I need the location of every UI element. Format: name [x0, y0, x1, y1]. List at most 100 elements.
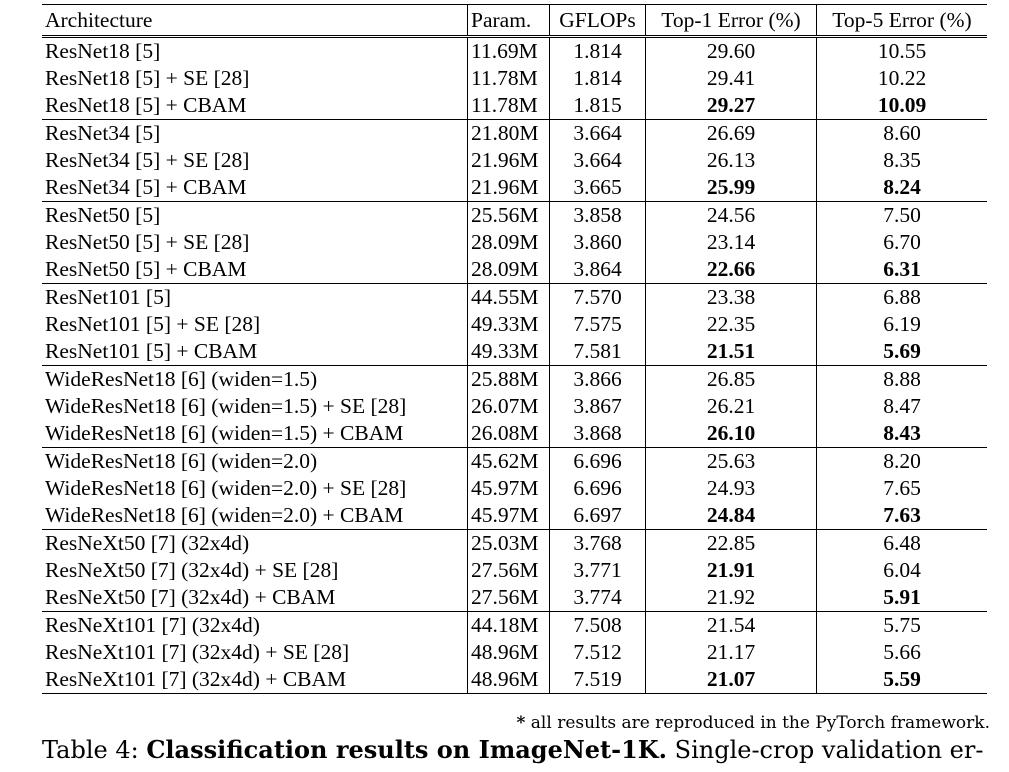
- cell-architecture: ResNet101 [5] + CBAM: [42, 338, 468, 366]
- table-row: ResNet18 [5] + CBAM 11.78M 1.815 29.27 10.09: [42, 92, 987, 120]
- cell-top5-error: 8.35: [883, 148, 921, 172]
- cell-param: 25.03M: [467, 529, 550, 557]
- cell-param: 49.33M: [467, 338, 550, 366]
- cell-param: 45.97M: [467, 475, 550, 502]
- cell-param: 21.96M: [467, 147, 550, 174]
- cell-param: 45.62M: [467, 447, 550, 475]
- cell-top5-error: 10.09: [816, 92, 987, 120]
- footnote: * all results are reproduced in the PyTo…: [380, 713, 990, 733]
- cell-architecture: ResNet101 [5] + SE [28]: [42, 311, 468, 338]
- cell-architecture: ResNet101 [5]: [42, 283, 468, 311]
- cell-gflops: 3.774: [549, 584, 646, 612]
- cell-gflops: 3.665: [549, 174, 646, 202]
- cell-top5-error: 8.88: [883, 367, 921, 391]
- table-row: WideResNet18 [6] (widen=2.0) + CBAM 45.97…: [42, 502, 987, 530]
- cell-param: 45.97M: [467, 502, 550, 530]
- cell-gflops: 6.696: [549, 447, 646, 475]
- cell-top1-error: 25.99: [645, 174, 817, 202]
- cell-architecture: ResNet18 [5]: [42, 36, 468, 65]
- cell-top5-error: 6.88: [883, 285, 921, 309]
- cell-top1-error: 22.85: [645, 529, 817, 557]
- caption-rest: Single-crop validation er-: [667, 736, 984, 764]
- cell-architecture: WideResNet18 [6] (widen=1.5): [42, 365, 468, 393]
- cell-top1-error: 21.91: [645, 557, 817, 584]
- cell-top5-error: 6.31: [816, 256, 987, 284]
- cell-param: 21.80M: [467, 119, 550, 147]
- cell-top5-error: 6.48: [883, 531, 921, 555]
- table-row: ResNet50 [5] + SE [28] 28.09M 3.860 23.14 6.…: [42, 229, 987, 256]
- cell-top5-error: 5.59: [816, 666, 987, 694]
- cell-gflops: 7.512: [549, 639, 646, 666]
- cell-architecture: ResNeXt50 [7] (32x4d) + SE [28]: [42, 557, 468, 584]
- cell-gflops: 3.664: [549, 147, 646, 174]
- cell-top5-error: 7.63: [816, 502, 987, 530]
- table-row: ResNet34 [5] + SE [28] 21.96M 3.664 26.13 8.…: [42, 147, 987, 174]
- table-row: WideResNet18 [6] (widen=1.5) + SE [28] 26…: [42, 393, 987, 420]
- cell-gflops: 3.867: [549, 393, 646, 420]
- table-row: ResNeXt101 [7] (32x4d) 44.18M 7.508 21.54 5.…: [42, 611, 987, 639]
- cell-param: 26.07M: [467, 393, 550, 420]
- cell-architecture: ResNeXt50 [7] (32x4d) + CBAM: [42, 584, 468, 612]
- cell-top5-error: 8.24: [816, 174, 987, 202]
- cell-top5-error: 6.70: [883, 230, 921, 254]
- cell-top5-error: 8.60: [883, 121, 921, 145]
- table-row: WideResNet18 [6] (widen=2.0) 45.62M 6.696 2…: [42, 447, 987, 475]
- table-row: WideResNet18 [6] (widen=1.5) + CBAM 26.08…: [42, 420, 987, 448]
- results-table: Architecture Param. GFLOPs Top-1 Error (…: [42, 4, 987, 694]
- cell-architecture: WideResNet18 [6] (widen=2.0) + CBAM: [42, 502, 468, 530]
- table-row: ResNeXt50 [7] (32x4d) + SE [28] 27.56M 3.7…: [42, 557, 987, 584]
- footnote-text: all results are reproduced in the PyTorc…: [525, 713, 990, 733]
- cell-top5-error: 6.04: [883, 558, 921, 582]
- cell-top1-error: 29.60: [645, 36, 817, 65]
- header-top5-error: Top-5 Error (%): [832, 8, 972, 32]
- cell-architecture: ResNeXt101 [7] (32x4d): [42, 611, 468, 639]
- cell-top5-error: 5.91: [816, 584, 987, 612]
- cell-architecture: ResNet50 [5]: [42, 201, 468, 229]
- footnote-star: *: [516, 713, 526, 733]
- cell-top1-error: 21.92: [645, 584, 817, 612]
- cell-top5-error: 8.47: [883, 394, 921, 418]
- cell-top5-error: 8.20: [883, 449, 921, 473]
- header-row: Architecture Param. GFLOPs Top-1 Error (…: [42, 4, 987, 37]
- cell-top5-error: 7.65: [883, 476, 921, 500]
- cell-gflops: 6.696: [549, 475, 646, 502]
- table-row: ResNeXt101 [7] (32x4d) + CBAM 48.96M 7.519…: [42, 666, 987, 694]
- cell-top5-error: 5.69: [816, 338, 987, 366]
- cell-top5-error: 10.22: [877, 66, 927, 90]
- cell-gflops: 7.519: [549, 666, 646, 694]
- cell-top5-error: 8.43: [816, 420, 987, 448]
- cell-architecture: ResNeXt101 [7] (32x4d) + CBAM: [42, 666, 468, 694]
- cell-param: 27.56M: [467, 557, 550, 584]
- cell-top1-error: 24.84: [645, 502, 817, 530]
- cell-gflops: 3.858: [549, 201, 646, 229]
- cell-architecture: ResNet18 [5] + CBAM: [42, 92, 468, 120]
- table-row: ResNet18 [5] 11.69M 1.814 29.60 10.55: [42, 36, 987, 65]
- cell-gflops: 3.864: [549, 256, 646, 284]
- caption-bold: Classification results on ImageNet-1K.: [146, 735, 667, 764]
- cell-architecture: WideResNet18 [6] (widen=2.0): [42, 447, 468, 475]
- cell-top1-error: 22.66: [645, 256, 817, 284]
- cell-gflops: 3.860: [549, 229, 646, 256]
- cell-top1-error: 23.38: [645, 283, 817, 311]
- table-body: ResNet18 [5] 11.69M 1.814 29.60 10.55 ResNet1…: [42, 36, 987, 694]
- cell-param: 25.88M: [467, 365, 550, 393]
- cell-top1-error: 23.14: [645, 229, 817, 256]
- cell-top1-error: 25.63: [645, 447, 817, 475]
- header-gflops: GFLOPs: [549, 4, 646, 37]
- cell-architecture: WideResNet18 [6] (widen=1.5) + SE [28]: [42, 393, 468, 420]
- cell-gflops: 3.868: [549, 420, 646, 448]
- table-row: WideResNet18 [6] (widen=1.5) 25.88M 3.866 2…: [42, 365, 987, 393]
- cell-top1-error: 26.10: [645, 420, 817, 448]
- cell-top5-error: 5.66: [883, 640, 921, 664]
- table-row: ResNet101 [5] + CBAM 49.33M 7.581 21.51 5.69: [42, 338, 987, 366]
- cell-param: 25.56M: [467, 201, 550, 229]
- cell-top1-error: 26.85: [645, 365, 817, 393]
- table-row: WideResNet18 [6] (widen=2.0) + SE [28] 45…: [42, 475, 987, 502]
- cell-architecture: ResNeXt50 [7] (32x4d): [42, 529, 468, 557]
- cell-gflops: 7.581: [549, 338, 646, 366]
- cell-top1-error: 22.35: [645, 311, 817, 338]
- table-row: ResNet50 [5] 25.56M 3.858 24.56 7.50: [42, 201, 987, 229]
- cell-architecture: ResNet18 [5] + SE [28]: [42, 65, 468, 92]
- cell-gflops: 1.814: [549, 36, 646, 65]
- cell-gflops: 6.697: [549, 502, 646, 530]
